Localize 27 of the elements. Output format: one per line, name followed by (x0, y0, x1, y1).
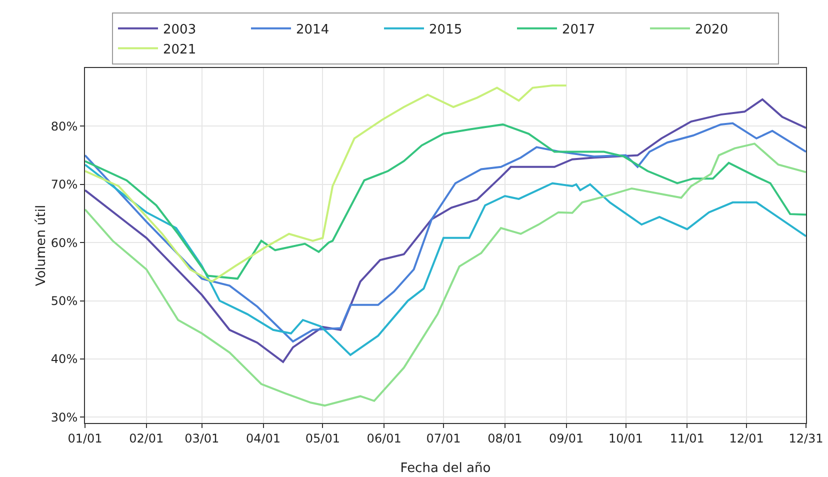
y-tick-label: 30% (50, 410, 78, 424)
x-tick-label: 07/01 (426, 431, 461, 446)
x-tick-label: 06/01 (366, 431, 402, 446)
x-tick-label: 10/01 (608, 431, 644, 446)
x-tick-label: 08/01 (488, 431, 522, 446)
x-tick-label: 04/01 (246, 431, 281, 446)
legend-label: 2017 (562, 22, 596, 38)
x-tick-label: 11/01 (670, 431, 704, 446)
x-tick-label: 03/01 (184, 431, 220, 446)
legend-label: 2015 (429, 22, 462, 38)
y-tick-label: 40% (50, 352, 78, 366)
y-tick-label: 50% (50, 294, 78, 308)
x-tick-label: 09/01 (549, 431, 584, 446)
legend-label: 2014 (296, 22, 330, 38)
y-tick-label: 60% (50, 236, 78, 250)
x-axis-title: Fecha del año (400, 461, 491, 476)
y-axis-title: Volumen útil (34, 204, 49, 286)
x-tick-label: 05/01 (305, 431, 340, 446)
legend-label: 2020 (695, 22, 728, 38)
x-tick-label: 12/01 (729, 431, 764, 446)
legend-label: 2003 (163, 22, 196, 38)
legend-label: 2021 (163, 42, 196, 58)
y-tick-label: 80% (50, 119, 78, 134)
x-tick-label: 12/31 (788, 431, 824, 446)
y-tick-label: 70% (50, 178, 78, 192)
x-tick-label: 02/01 (129, 431, 164, 446)
x-tick-label: 01/01 (68, 431, 102, 446)
